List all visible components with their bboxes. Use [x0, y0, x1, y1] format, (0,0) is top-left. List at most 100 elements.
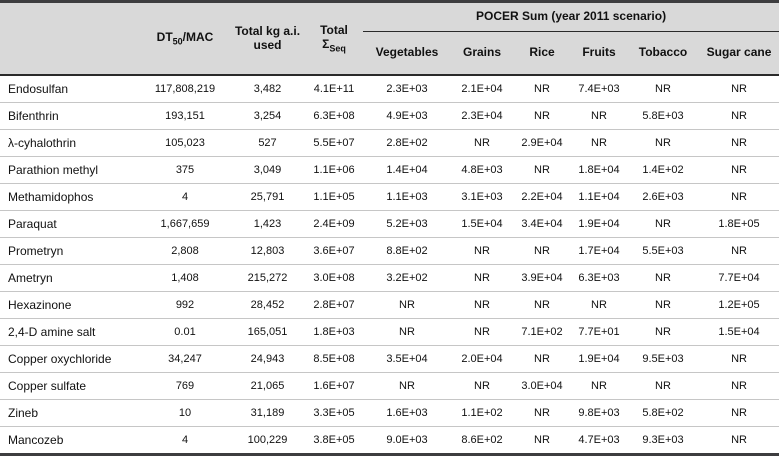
compound-column-header-blank [0, 1, 140, 75]
compound-name: λ-cyhalothrin [0, 129, 140, 157]
table-cell: 3.3E+05 [305, 399, 363, 427]
table-cell: 2.2E+04 [513, 183, 571, 211]
compound-name: Paraquat [0, 210, 140, 238]
table-cell: 2.8E+02 [363, 129, 451, 157]
col-header-vegetables: Vegetables [363, 31, 451, 75]
col-header-total-seq: Total ΣSeq [305, 1, 363, 75]
table-cell: 7.7E+04 [699, 264, 779, 292]
table-row: λ-cyhalothrin 105,023 527 5.5E+07 2.8E+02 NR 2… [0, 129, 779, 157]
col-header-fruits: Fruits [571, 31, 627, 75]
table-cell: 1.9E+04 [571, 345, 627, 373]
table-cell: NR [571, 372, 627, 400]
table-cell: 375 [140, 156, 230, 184]
table-cell: 3.0E+08 [305, 264, 363, 292]
table-cell: NR [363, 372, 451, 400]
table-cell: 1.6E+03 [363, 399, 451, 427]
table-cell: 28,452 [230, 291, 305, 319]
table-cell: NR [451, 318, 513, 346]
table-cell: NR [627, 210, 699, 238]
table-row: Bifenthrin 193,151 3,254 6.3E+08 4.9E+03 2.3E… [0, 102, 779, 130]
table-cell: 5.5E+03 [627, 237, 699, 265]
table-cell: NR [627, 264, 699, 292]
compound-name: Ametryn [0, 264, 140, 292]
table-cell: NR [627, 372, 699, 400]
table-cell: NR [699, 372, 779, 400]
col-header-sugar-cane: Sugar cane [699, 31, 779, 75]
table-cell: 1.1E+04 [571, 183, 627, 211]
table-cell: 2.3E+03 [363, 75, 451, 103]
table-cell: NR [513, 291, 571, 319]
table-cell: NR [513, 345, 571, 373]
table-cell: 2.9E+04 [513, 129, 571, 157]
table-cell: 2.3E+04 [451, 102, 513, 130]
table-cell: 3.6E+07 [305, 237, 363, 265]
table-cell: 165,051 [230, 318, 305, 346]
compound-name: Copper oxychloride [0, 345, 140, 373]
table-cell: 3.5E+04 [363, 345, 451, 373]
table-cell: 3.0E+04 [513, 372, 571, 400]
table-cell: NR [451, 291, 513, 319]
table-cell: 105,023 [140, 129, 230, 157]
table-row: Hexazinone 992 28,452 2.8E+07 NR NR NR NR NR 1.2E… [0, 291, 779, 319]
table-cell: 7.4E+03 [571, 75, 627, 103]
compound-name: Zineb [0, 399, 140, 427]
table-cell: NR [571, 102, 627, 130]
table-cell: NR [699, 399, 779, 427]
compound-name: Endosulfan [0, 75, 140, 103]
table-cell: 193,151 [140, 102, 230, 130]
table-cell: NR [699, 156, 779, 184]
table-cell: 2.8E+07 [305, 291, 363, 319]
table-cell: 1.5E+04 [451, 210, 513, 238]
table-cell: 4 [140, 183, 230, 211]
table-cell: 5.8E+03 [627, 102, 699, 130]
table-cell: 25,791 [230, 183, 305, 211]
table-cell: 7.7E+01 [571, 318, 627, 346]
table-cell: NR [699, 102, 779, 130]
col-header-rice: Rice [513, 31, 571, 75]
col-header-pocer-group: POCER Sum (year 2011 scenario) [363, 1, 779, 32]
table-cell: 4 [140, 426, 230, 455]
table-cell: 1.4E+02 [627, 156, 699, 184]
table-cell: 1,408 [140, 264, 230, 292]
table-row: Copper sulfate 769 21,065 1.6E+07 NR NR 3.0E+0… [0, 372, 779, 400]
table-cell: NR [451, 264, 513, 292]
compound-name: Methamidophos [0, 183, 140, 211]
table-cell: 2.1E+04 [451, 75, 513, 103]
table-row: Copper oxychloride 34,247 24,943 8.5E+08 3.5… [0, 345, 779, 373]
table-cell: 0.01 [140, 318, 230, 346]
table-cell: 1.7E+04 [571, 237, 627, 265]
table-cell: NR [363, 291, 451, 319]
table-cell: 1.8E+05 [699, 210, 779, 238]
table-cell: 5.2E+03 [363, 210, 451, 238]
table-cell: 8.6E+02 [451, 426, 513, 455]
table-cell: NR [627, 291, 699, 319]
compound-name: Copper sulfate [0, 372, 140, 400]
table-cell: 1.5E+04 [699, 318, 779, 346]
table-cell: 3,049 [230, 156, 305, 184]
table-cell: 117,808,219 [140, 75, 230, 103]
table-cell: 769 [140, 372, 230, 400]
table-cell: 3.2E+02 [363, 264, 451, 292]
table-cell: 1.6E+07 [305, 372, 363, 400]
compound-name: 2,4-D amine salt [0, 318, 140, 346]
table-cell: 1.4E+04 [363, 156, 451, 184]
table-cell: 3.9E+04 [513, 264, 571, 292]
table-cell: NR [513, 102, 571, 130]
table-cell: 1.1E+06 [305, 156, 363, 184]
table-cell: NR [699, 183, 779, 211]
table-cell: 215,272 [230, 264, 305, 292]
table-cell: NR [451, 372, 513, 400]
table-cell: NR [699, 75, 779, 103]
compound-name: Mancozeb [0, 426, 140, 455]
table-cell: 527 [230, 129, 305, 157]
table-row: Parathion methyl 375 3,049 1.1E+06 1.4E+04 4.… [0, 156, 779, 184]
table-cell: 6.3E+08 [305, 102, 363, 130]
table-cell: NR [627, 129, 699, 157]
table-cell: 3,482 [230, 75, 305, 103]
table-cell: 1.1E+05 [305, 183, 363, 211]
table-cell: 3.1E+03 [451, 183, 513, 211]
table-cell: 2,808 [140, 237, 230, 265]
compound-name: Parathion methyl [0, 156, 140, 184]
table-cell: NR [699, 237, 779, 265]
